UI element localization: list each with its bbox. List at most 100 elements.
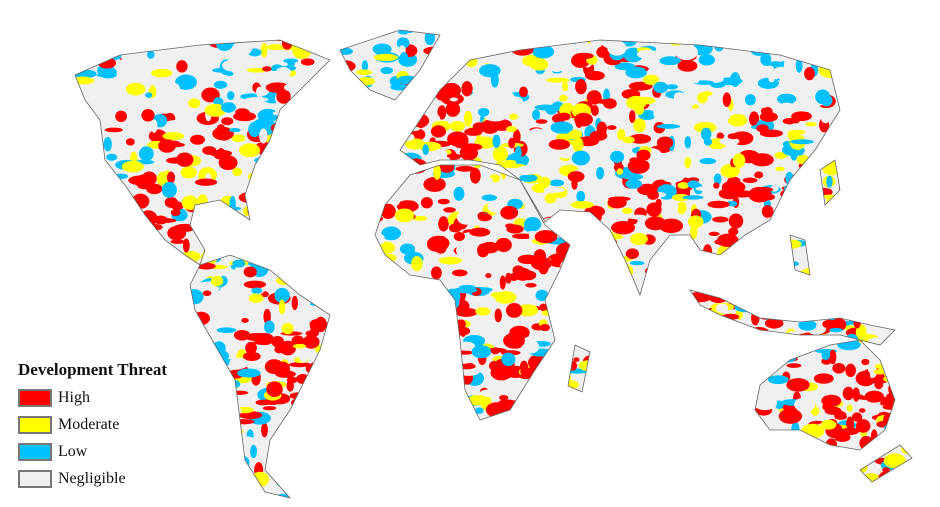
threat-patch [477, 213, 492, 222]
threat-patch [477, 483, 489, 488]
threat-patch [904, 322, 912, 338]
threat-patch [311, 431, 326, 443]
threat-patch [893, 88, 903, 96]
threat-patch [460, 453, 471, 466]
threat-patch [192, 380, 207, 389]
threat-patch [342, 85, 352, 96]
threat-patch [557, 398, 581, 415]
threat-patch [884, 163, 908, 168]
threat-patch [221, 102, 237, 113]
threat-patch [614, 289, 635, 298]
threat-patch [389, 119, 403, 134]
threat-patch [117, 331, 125, 341]
threat-patch [620, 459, 644, 465]
threat-patch [652, 353, 674, 368]
threat-patch [291, 214, 312, 225]
threat-patch [110, 335, 118, 352]
threat-patch [430, 389, 450, 398]
threat-patch [353, 206, 367, 215]
threat-patch [365, 353, 373, 370]
threat-patch [671, 193, 690, 202]
threat-patch [610, 150, 625, 163]
threat-patch [307, 116, 318, 125]
threat-patch [190, 345, 197, 351]
threat-patch [668, 352, 683, 364]
threat-patch [783, 271, 792, 285]
threat-patch [599, 421, 611, 435]
threat-patch [626, 95, 647, 110]
threat-patch [822, 40, 834, 54]
threat-patch [804, 67, 815, 81]
threat-patch [183, 483, 198, 491]
threat-patch [125, 82, 146, 96]
threat-patch [479, 389, 501, 398]
threat-patch [796, 91, 805, 102]
threat-patch [651, 34, 673, 48]
threat-patch [209, 314, 216, 323]
threat-patch [116, 205, 130, 211]
threat-patch [671, 412, 696, 427]
threat-patch [229, 230, 241, 237]
threat-patch [658, 278, 677, 287]
threat-patch [576, 190, 586, 203]
threat-patch [646, 456, 662, 462]
threat-patch [303, 480, 326, 491]
threat-patch [569, 430, 576, 438]
threat-patch [183, 413, 207, 425]
threat-patch [570, 412, 592, 426]
threat-patch [562, 199, 571, 212]
threat-patch [883, 351, 906, 362]
threat-patch [178, 304, 192, 312]
threat-patch [685, 88, 692, 95]
threat-patch [834, 47, 841, 57]
threat-patch [712, 30, 723, 38]
threat-patch [449, 459, 457, 475]
threat-patch [427, 463, 444, 474]
threat-patch [336, 75, 344, 84]
threat-patch [472, 122, 486, 132]
threat-patch [334, 271, 343, 285]
threat-patch [362, 256, 373, 263]
threat-patch [202, 439, 217, 445]
threat-patch [883, 102, 906, 109]
threat-patch [806, 214, 816, 222]
threat-patch [533, 411, 556, 420]
threat-patch [288, 362, 311, 368]
threat-patch [825, 239, 850, 244]
threat-patch [220, 423, 239, 436]
threat-patch [176, 60, 188, 73]
threat-patch [132, 234, 155, 249]
threat-patch [826, 40, 845, 53]
threat-patch [596, 166, 605, 180]
threat-patch [373, 53, 398, 62]
threat-patch [75, 272, 79, 278]
threat-patch [719, 259, 742, 271]
threat-patch [799, 47, 809, 53]
threat-patch [684, 260, 695, 265]
threat-patch [281, 36, 293, 50]
threat-patch [777, 446, 789, 453]
threat-patch [459, 468, 470, 480]
threat-patch [768, 75, 775, 83]
threat-patch [661, 364, 680, 370]
threat-patch [454, 286, 478, 294]
threat-patch [694, 345, 715, 352]
threat-patch [852, 138, 870, 155]
threat-patch [567, 171, 585, 183]
threat-patch [768, 264, 792, 275]
threat-patch [501, 413, 522, 423]
threat-patch [131, 193, 150, 209]
threat-patch [336, 380, 344, 391]
threat-patch [477, 243, 490, 258]
threat-patch [625, 425, 641, 437]
threat-patch [283, 219, 302, 227]
threat-patch [343, 31, 362, 42]
threat-patch [327, 99, 350, 108]
threat-patch [164, 250, 182, 260]
threat-patch [363, 30, 371, 34]
threat-patch [821, 449, 838, 456]
threat-patch [713, 281, 735, 295]
threat-patch [170, 313, 194, 322]
threat-patch [75, 81, 77, 87]
threat-patch [905, 120, 912, 128]
